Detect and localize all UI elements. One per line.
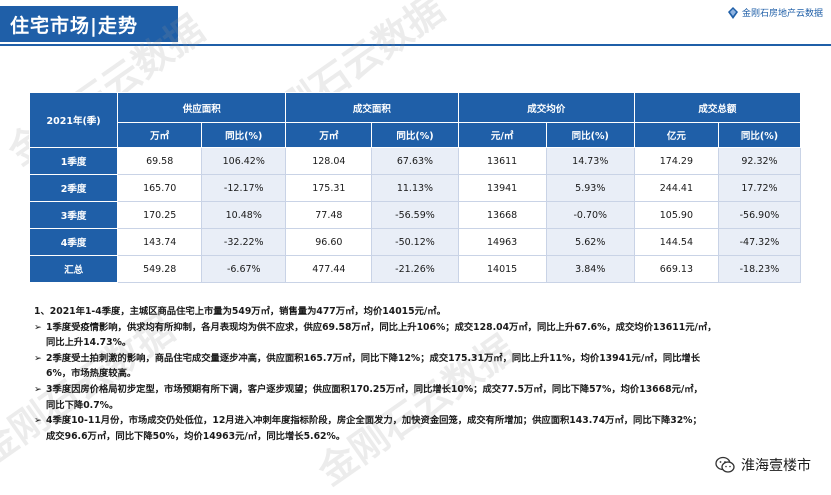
table-cell: 17.72% bbox=[717, 174, 802, 202]
table-cell: 175.31 bbox=[285, 174, 373, 202]
diamond-logo-icon bbox=[727, 6, 738, 19]
table-row: 汇总 549.28 -6.67% 477.44 -21.26% 14015 3.84% 669… bbox=[28, 255, 802, 283]
subheader: 万㎡ bbox=[117, 122, 203, 148]
table-cell: 128.04 bbox=[285, 147, 373, 175]
table-row: 4季度 143.74 -32.22% 96.60 -50.12% 14963 5.62% 14… bbox=[28, 228, 802, 256]
group-header-deal-area: 成交面积 bbox=[285, 92, 459, 123]
table-cell: 170.25 bbox=[117, 201, 203, 229]
note-text-continued: 同比下降0.7%。 bbox=[46, 399, 119, 411]
bullet-arrow-icon: ➢ bbox=[34, 321, 42, 333]
note-text-continued: 成交96.6万㎡，同比下降50%，均价14963元/㎡，同比增长5.62%。 bbox=[46, 430, 346, 442]
table-cell: 13611 bbox=[457, 147, 547, 175]
table-cell: 3.84% bbox=[545, 255, 635, 283]
note-item: ➢ 1季度受疫情影响，供求均有所抑制，各月表现均为供不应求，供应69.58万㎡，同… bbox=[34, 320, 804, 336]
table-cell: -56.90% bbox=[717, 201, 802, 229]
table-cell: -12.17% bbox=[201, 174, 287, 202]
table-header-row: 2021年(季) 供应面积 成交面积 成交均价 成交总额 bbox=[28, 92, 802, 148]
subheader: 万㎡ bbox=[285, 122, 373, 148]
table-cell: 477.44 bbox=[285, 255, 373, 283]
table-cell: -56.59% bbox=[371, 201, 459, 229]
note-text: 3季度因房价格局初步定型，市场预期有所下调，客户逐步观望；供应面积170.25万… bbox=[46, 383, 703, 395]
table-cell: 92.32% bbox=[717, 147, 802, 175]
row-label: 1季度 bbox=[28, 147, 119, 175]
subheader: 同比(%) bbox=[201, 122, 287, 148]
table-cell: 143.74 bbox=[117, 228, 203, 256]
note-text: 1季度受疫情影响，供求均有所抑制，各月表现均为供不应求，供应69.58万㎡，同比… bbox=[46, 321, 717, 333]
table-subheader-row: 万㎡ 同比(%) 万㎡ 同比(%) 元/㎡ 同比(%) 亿元 同比(%) bbox=[30, 122, 802, 148]
table-cell: 105.90 bbox=[633, 201, 719, 229]
table-cell: 165.70 bbox=[117, 174, 203, 202]
wechat-icon bbox=[715, 456, 735, 473]
table-cell: 5.62% bbox=[545, 228, 635, 256]
table-cell: 144.54 bbox=[633, 228, 719, 256]
group-header-supply: 供应面积 bbox=[117, 92, 287, 123]
note-item: ➢ 2季度受土拍刺激的影响，商品住宅成交量逐步冲高，供应面积165.7万㎡，同比下… bbox=[34, 351, 804, 367]
table-cell: 14963 bbox=[457, 228, 547, 256]
table-cell: 11.13% bbox=[371, 174, 459, 202]
table-cell: 669.13 bbox=[633, 255, 719, 283]
row-label: 2季度 bbox=[28, 174, 119, 202]
note-text: 2季度受土拍刺激的影响，商品住宅成交量逐步冲高，供应面积165.7万㎡，同比下降… bbox=[46, 352, 701, 364]
row-label: 3季度 bbox=[28, 201, 119, 229]
note-item: ➢ 3季度因房价格局初步定型，市场预期有所下调，客户逐步观望；供应面积170.25… bbox=[34, 382, 804, 398]
title-bar: 住宅市场|走势 bbox=[0, 6, 178, 42]
note-text-continued: 6%，市场热度较高。 bbox=[46, 368, 137, 380]
table-cell: 174.29 bbox=[633, 147, 719, 175]
quarterly-stats-table: 2021年(季) 供应面积 成交面积 成交均价 成交总额 万㎡ 同比(%) 万㎡… bbox=[28, 92, 802, 283]
table-cell: 14015 bbox=[457, 255, 547, 283]
subheader: 元/㎡ bbox=[457, 122, 547, 148]
logo-text: 金刚石房地产云数据 bbox=[741, 9, 823, 19]
analysis-notes: 1、2021年1-4季度，主城区商品住宅上市量为549万㎡，销售量为477万㎡，… bbox=[34, 304, 804, 444]
table-cell: 549.28 bbox=[117, 255, 203, 283]
notes-intro: 1、2021年1-4季度，主城区商品住宅上市量为549万㎡，销售量为477万㎡，… bbox=[34, 306, 446, 317]
table-cell: -0.70% bbox=[545, 201, 635, 229]
brand-logo: 金刚石房地产云数据 bbox=[727, 6, 823, 19]
page-title: 住宅市场|走势 bbox=[10, 14, 138, 37]
table-cell: 77.48 bbox=[285, 201, 373, 229]
bullet-arrow-icon: ➢ bbox=[34, 383, 42, 395]
subheader: 同比(%) bbox=[371, 122, 459, 148]
table-cell: -50.12% bbox=[371, 228, 459, 256]
table-cell: 244.41 bbox=[633, 174, 719, 202]
note-text-continued: 同比上升14.73%。 bbox=[46, 337, 132, 349]
brand-footer: 淮海壹楼市 bbox=[715, 455, 811, 475]
table-cell: 13668 bbox=[457, 201, 547, 229]
table-corner-header: 2021年(季) bbox=[28, 92, 119, 148]
bullet-arrow-icon: ➢ bbox=[34, 352, 42, 364]
brand-name: 淮海壹楼市 bbox=[741, 458, 811, 474]
table-cell: -6.67% bbox=[201, 255, 287, 283]
group-header-avg-price: 成交均价 bbox=[457, 92, 635, 123]
row-label: 汇总 bbox=[28, 255, 119, 283]
subheader: 亿元 bbox=[633, 122, 719, 148]
table-cell: -47.32% bbox=[717, 228, 802, 256]
table-cell: 69.58 bbox=[117, 147, 203, 175]
row-label: 4季度 bbox=[28, 228, 119, 256]
bullet-arrow-icon: ➢ bbox=[34, 415, 42, 427]
subheader: 同比(%) bbox=[545, 122, 635, 148]
table-cell: -18.23% bbox=[717, 255, 802, 283]
table-cell: 67.63% bbox=[371, 147, 459, 175]
table-cell: 5.93% bbox=[545, 174, 635, 202]
table-cell: -21.26% bbox=[371, 255, 459, 283]
table-row: 3季度 170.25 10.48% 77.48 -56.59% 13668 -0.70% 10… bbox=[28, 201, 802, 229]
note-item: ➢ 4季度10-11月份，市场成交仍处低位，12月进入冲刺年度指标阶段，房企全面发… bbox=[34, 413, 804, 429]
table-cell: -32.22% bbox=[201, 228, 287, 256]
table-cell: 106.42% bbox=[201, 147, 287, 175]
table-cell: 14.73% bbox=[545, 147, 635, 175]
table-cell: 13941 bbox=[457, 174, 547, 202]
subheader: 同比(%) bbox=[717, 122, 802, 148]
table-row: 2季度 165.70 -12.17% 175.31 11.13% 13941 5.93% 24… bbox=[28, 174, 802, 202]
note-text: 4季度10-11月份，市场成交仍处低位，12月进入冲刺年度指标阶段，房企全面发力… bbox=[46, 415, 702, 427]
table-row: 1季度 69.58 106.42% 128.04 67.63% 13611 14.73% 17… bbox=[28, 147, 802, 175]
table-cell: 10.48% bbox=[201, 201, 287, 229]
title-divider bbox=[0, 44, 831, 46]
group-header-total: 成交总额 bbox=[633, 92, 802, 123]
table-cell: 96.60 bbox=[285, 228, 373, 256]
